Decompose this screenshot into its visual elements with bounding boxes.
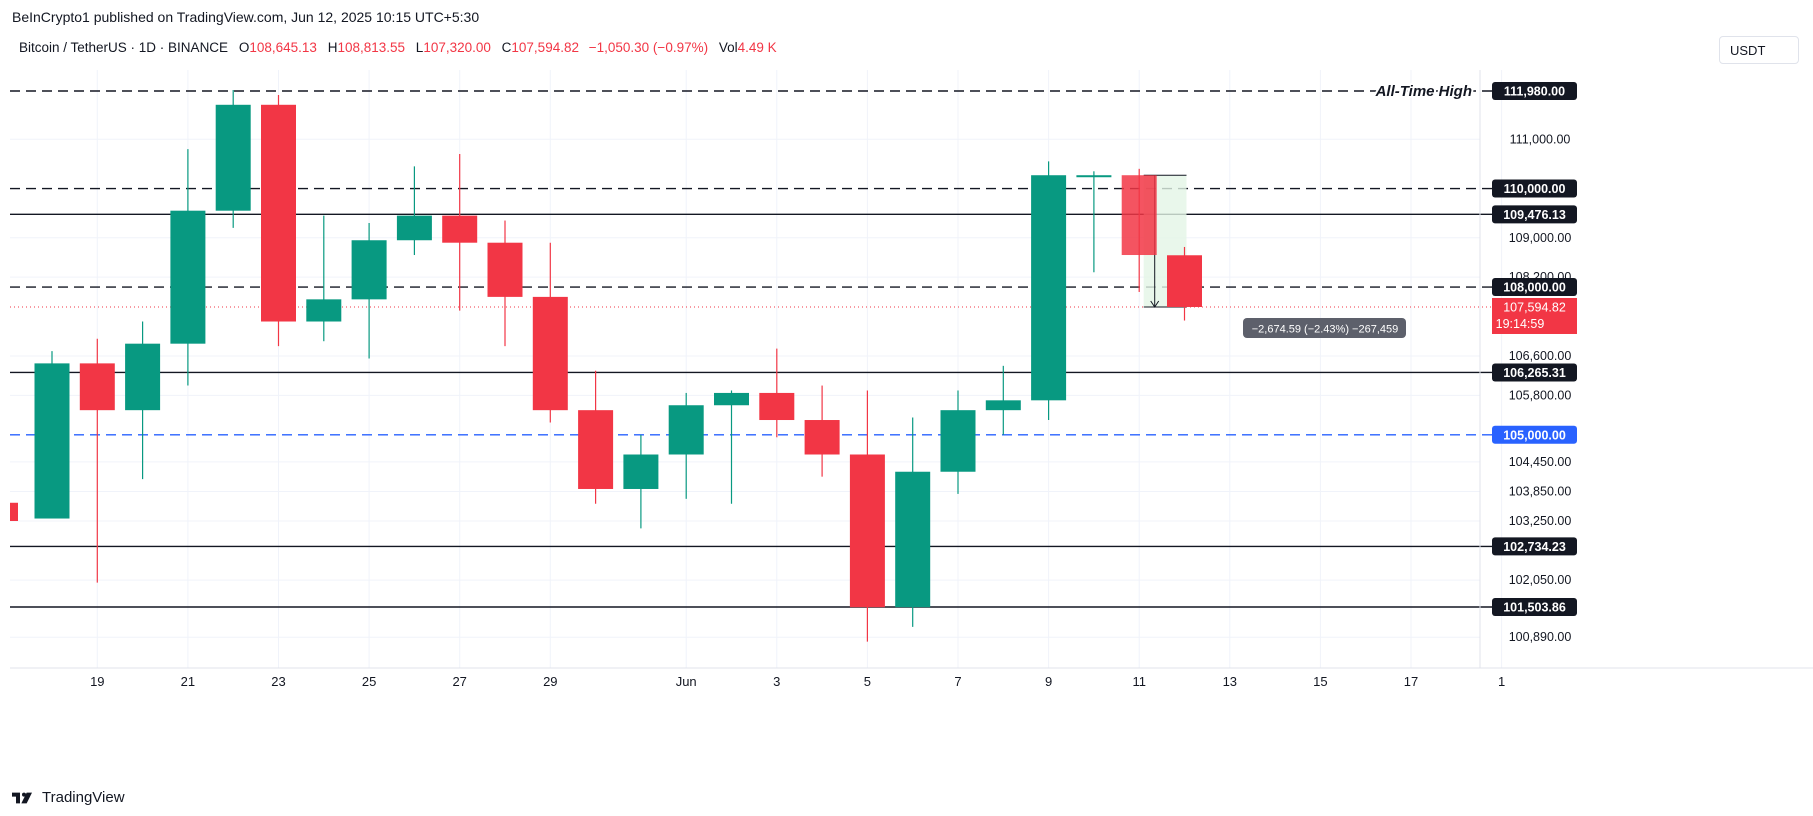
candle-body (261, 104, 296, 322)
level-price-tag (1492, 537, 1577, 556)
level-price-label: 110,000.00 (1504, 182, 1566, 196)
last-price-tag (1492, 297, 1577, 334)
candle-partial (10, 502, 18, 521)
x-tick-label: 3 (773, 674, 780, 689)
brand-name: TradingView (42, 789, 125, 806)
y-tick-label: 103,250.00 (1509, 514, 1572, 528)
level-price-label: 108,000.00 (1503, 281, 1566, 295)
candle-body (1167, 255, 1202, 307)
candles (10, 90, 1202, 642)
candle-body (170, 210, 206, 344)
candle-body (668, 405, 704, 455)
candle-body (985, 400, 1021, 411)
level-price-label: 109,476.13 (1503, 208, 1566, 222)
candle-body (532, 296, 568, 411)
x-tick-label: 9 (1045, 674, 1052, 689)
candle-body (125, 343, 161, 411)
level-price-tag (1492, 363, 1577, 382)
measure-arrow-head (1150, 300, 1160, 308)
measure-label-bg (1243, 317, 1406, 338)
countdown-label: 19:14:59 (1496, 317, 1545, 331)
x-tick-label: 23 (271, 674, 285, 689)
symbol-name[interactable]: Bitcoin / TetherUS · 1D · BINANCE (19, 40, 229, 55)
candle-body (215, 104, 251, 211)
tradingview-brand[interactable]: TradingView (12, 789, 125, 806)
candle-body (487, 242, 523, 297)
level-price-tag (1492, 82, 1577, 100)
x-tick-label: 17 (1404, 674, 1418, 689)
level-price-tag (1492, 179, 1577, 198)
x-tick-label: 1 (1498, 674, 1505, 689)
candle-body (714, 392, 749, 406)
measure-label: −2,674.59 (−2.43%) −267,459 (1252, 323, 1398, 335)
candle-body (578, 410, 614, 489)
candle-body (306, 299, 342, 322)
candle-body (351, 240, 387, 300)
candle-body (442, 215, 478, 243)
y-tick-label: 106,600.00 (1509, 349, 1572, 363)
candle-body (759, 392, 795, 421)
candle-body (1076, 175, 1112, 178)
y-tick-label: 105,800.00 (1509, 388, 1572, 402)
candle-body (849, 454, 885, 608)
publisher-line: BeInCrypto1 published on TradingView.com… (12, 9, 480, 25)
level-price-label: 105,000.00 (1503, 428, 1566, 442)
x-tick-label: 5 (864, 674, 871, 689)
x-tick-label: 21 (181, 674, 195, 689)
x-tick-label: 19 (90, 674, 104, 689)
level-price-label: 101,503.86 (1503, 601, 1566, 615)
level-price-label: 102,734.23 (1503, 540, 1566, 554)
x-tick-label: 25 (362, 674, 376, 689)
close-label: C (501, 40, 512, 55)
x-tick-label: 13 (1223, 674, 1237, 689)
y-tick-label: 109,000.00 (1509, 231, 1572, 245)
x-tick-label: 7 (954, 674, 961, 689)
level-price-label: 106,265.31 (1503, 366, 1566, 380)
y-tick-label: 103,850.00 (1509, 484, 1572, 498)
horizontal-levels: 111,980.00 All-Time High 110,000.00 109,476… (10, 81, 1577, 616)
open-value: 108,645.13 (249, 40, 317, 55)
volume-label: Vol (718, 40, 738, 55)
axes: 111,000.00 109,000.00 108,200.00 106,600.00… (10, 70, 1813, 689)
close-value: 107,594.82 (511, 40, 579, 55)
x-tick-label: 27 (452, 674, 466, 689)
volume-value: 4.49 K (737, 40, 777, 55)
x-tick-label: Jun (676, 674, 697, 689)
level-price-tag (1492, 598, 1577, 616)
all-time-high-annotation: All-Time High (1375, 83, 1472, 100)
y-tick-label: 108,200.00 (1509, 270, 1572, 284)
level-price-tag (1492, 205, 1577, 224)
candle-body (1031, 175, 1067, 401)
y-tick-label: 104,450.00 (1509, 455, 1572, 469)
symbol-legend: Bitcoin / TetherUS · 1D · BINANCE O108,6… (19, 40, 777, 55)
y-tick-label: 111,000.00 (1510, 132, 1571, 146)
y-tick-label: 102,050.00 (1509, 573, 1572, 587)
level-price-label: 111,980.00 (1504, 85, 1565, 99)
tradingview-logo-icon (12, 792, 32, 803)
x-tick-label: 11 (1132, 674, 1146, 689)
candle-body (895, 471, 931, 608)
candle-body (623, 454, 659, 489)
currency-button[interactable]: USDT (1719, 36, 1799, 64)
low-label: L (415, 40, 424, 55)
high-value: 108,813.55 (337, 40, 406, 55)
candle-body (79, 363, 115, 411)
low-value: 107,320.00 (423, 40, 491, 55)
change-value: −1,050.30 (−0.97%) (588, 40, 709, 55)
candle-body (1121, 175, 1157, 256)
candle-body (940, 410, 976, 472)
high-label: H (327, 40, 338, 55)
candle-body (804, 420, 840, 455)
candle-body (396, 215, 432, 241)
last-price-label: 107,594.82 (1503, 300, 1566, 314)
candle-body (34, 363, 70, 519)
x-tick-label: 29 (543, 674, 557, 689)
x-tick-label: 15 (1313, 674, 1327, 689)
level-price-tag (1492, 425, 1577, 444)
open-label: O (238, 40, 250, 55)
y-tick-label: 100,890.00 (1509, 630, 1572, 644)
level-price-tag (1492, 278, 1577, 297)
